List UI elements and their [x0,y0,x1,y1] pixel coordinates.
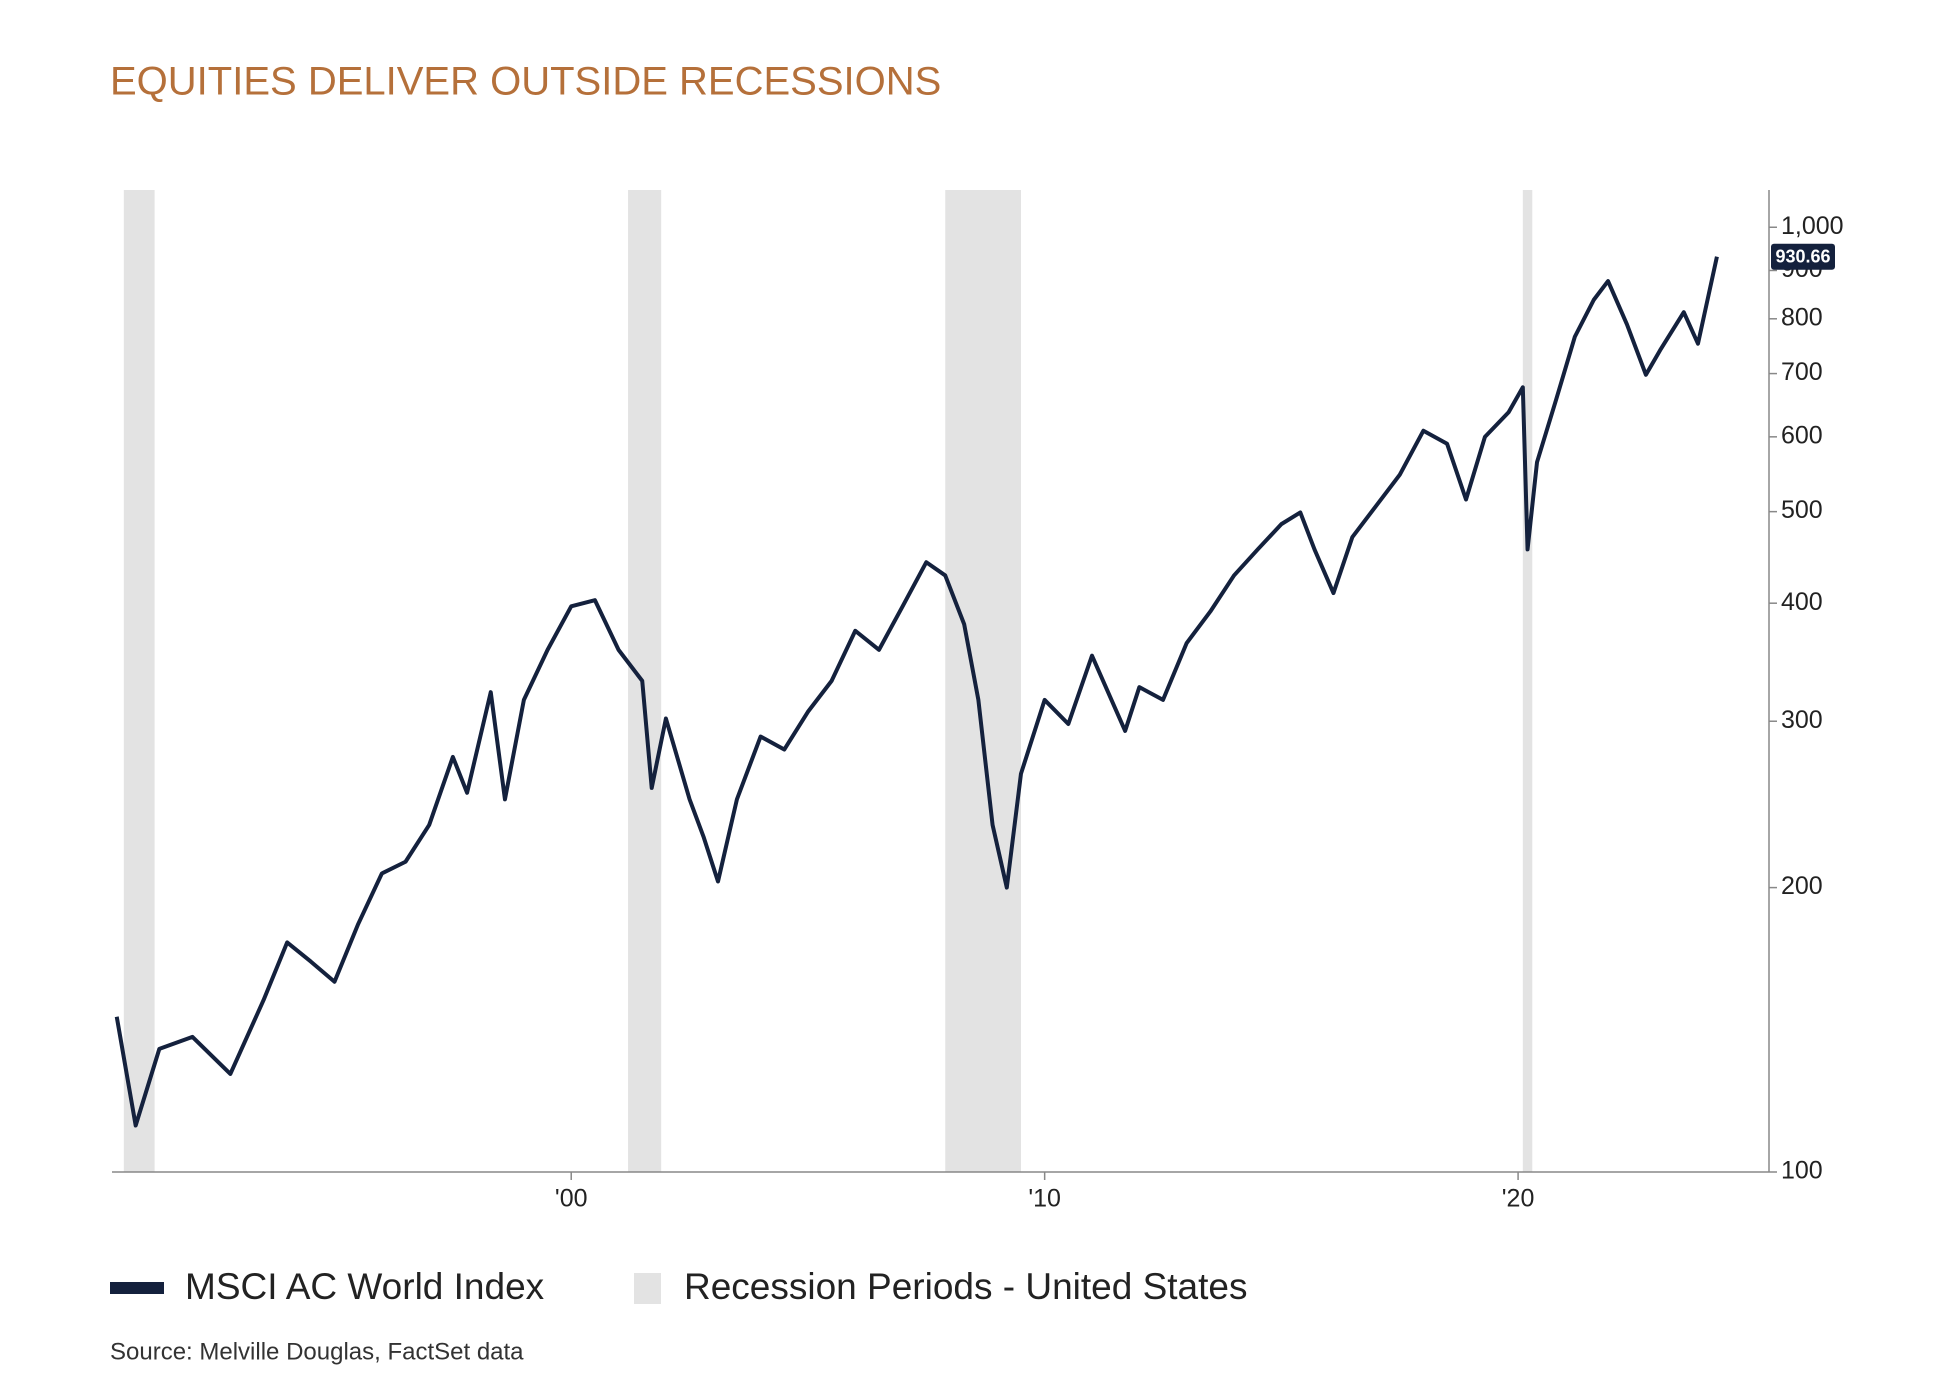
recession-band [945,190,1021,1172]
series-line [114,256,1719,1128]
x-tick-label: '00 [555,1185,588,1213]
recession-band [1522,190,1533,1172]
y-tick-label: 500 [1781,496,1823,524]
legend-label: MSCI AC World Index [185,1266,545,1307]
legend-label: Recession Periods - United States [684,1266,1248,1307]
value-badge [1771,243,1835,270]
y-tick-label: 700 [1781,358,1823,386]
legend-swatch [634,1273,661,1304]
y-tick-label: 400 [1781,588,1823,616]
y-tick-label: 200 [1781,872,1823,900]
x-tick-label: '20 [1502,1185,1535,1213]
y-tick-label: 800 [1781,303,1823,331]
recession-band [628,190,662,1172]
y-tick-label: 100 [1781,1157,1823,1185]
y-tick-label: 1,000 [1781,212,1844,240]
y-tick-label: 600 [1781,421,1823,449]
chart-title: EQUITIES DELIVER OUTSIDE RECESSIONS [110,60,941,104]
x-tick-label: '10 [1028,1185,1061,1213]
source: Source: Melville Douglas, FactSet data [110,1338,524,1365]
legend-swatch [110,1282,164,1294]
y-tick-label: 300 [1781,706,1823,734]
recession-band [123,190,155,1172]
value-label: 930.66 [1775,246,1830,266]
